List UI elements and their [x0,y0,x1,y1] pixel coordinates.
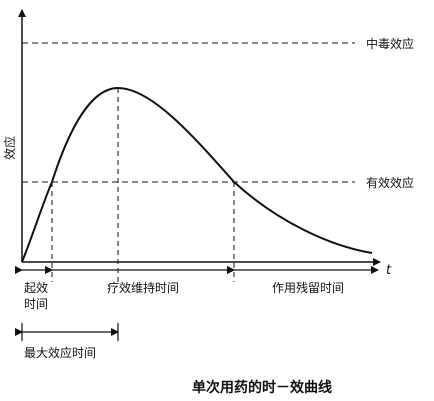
time-effect-curve [21,86,373,263]
peak-time-label: 最大效应时间 [24,345,96,360]
residual-time-label: 作用残留时间 [272,281,344,295]
maintenance-time-label: 疗效维持时间 [107,280,179,295]
onset-time-label-line2: 时间 [24,297,48,311]
toxic-effect-label: 中毒效应 [366,36,414,51]
y-axis-label: 效应 [2,136,17,160]
onset-time-label-line1: 起效 [24,280,48,295]
diagram-caption: 单次用药的时－效曲线 [192,379,332,396]
effective-effect-label: 有效效应 [366,175,414,190]
x-axis-label: t [386,263,392,278]
